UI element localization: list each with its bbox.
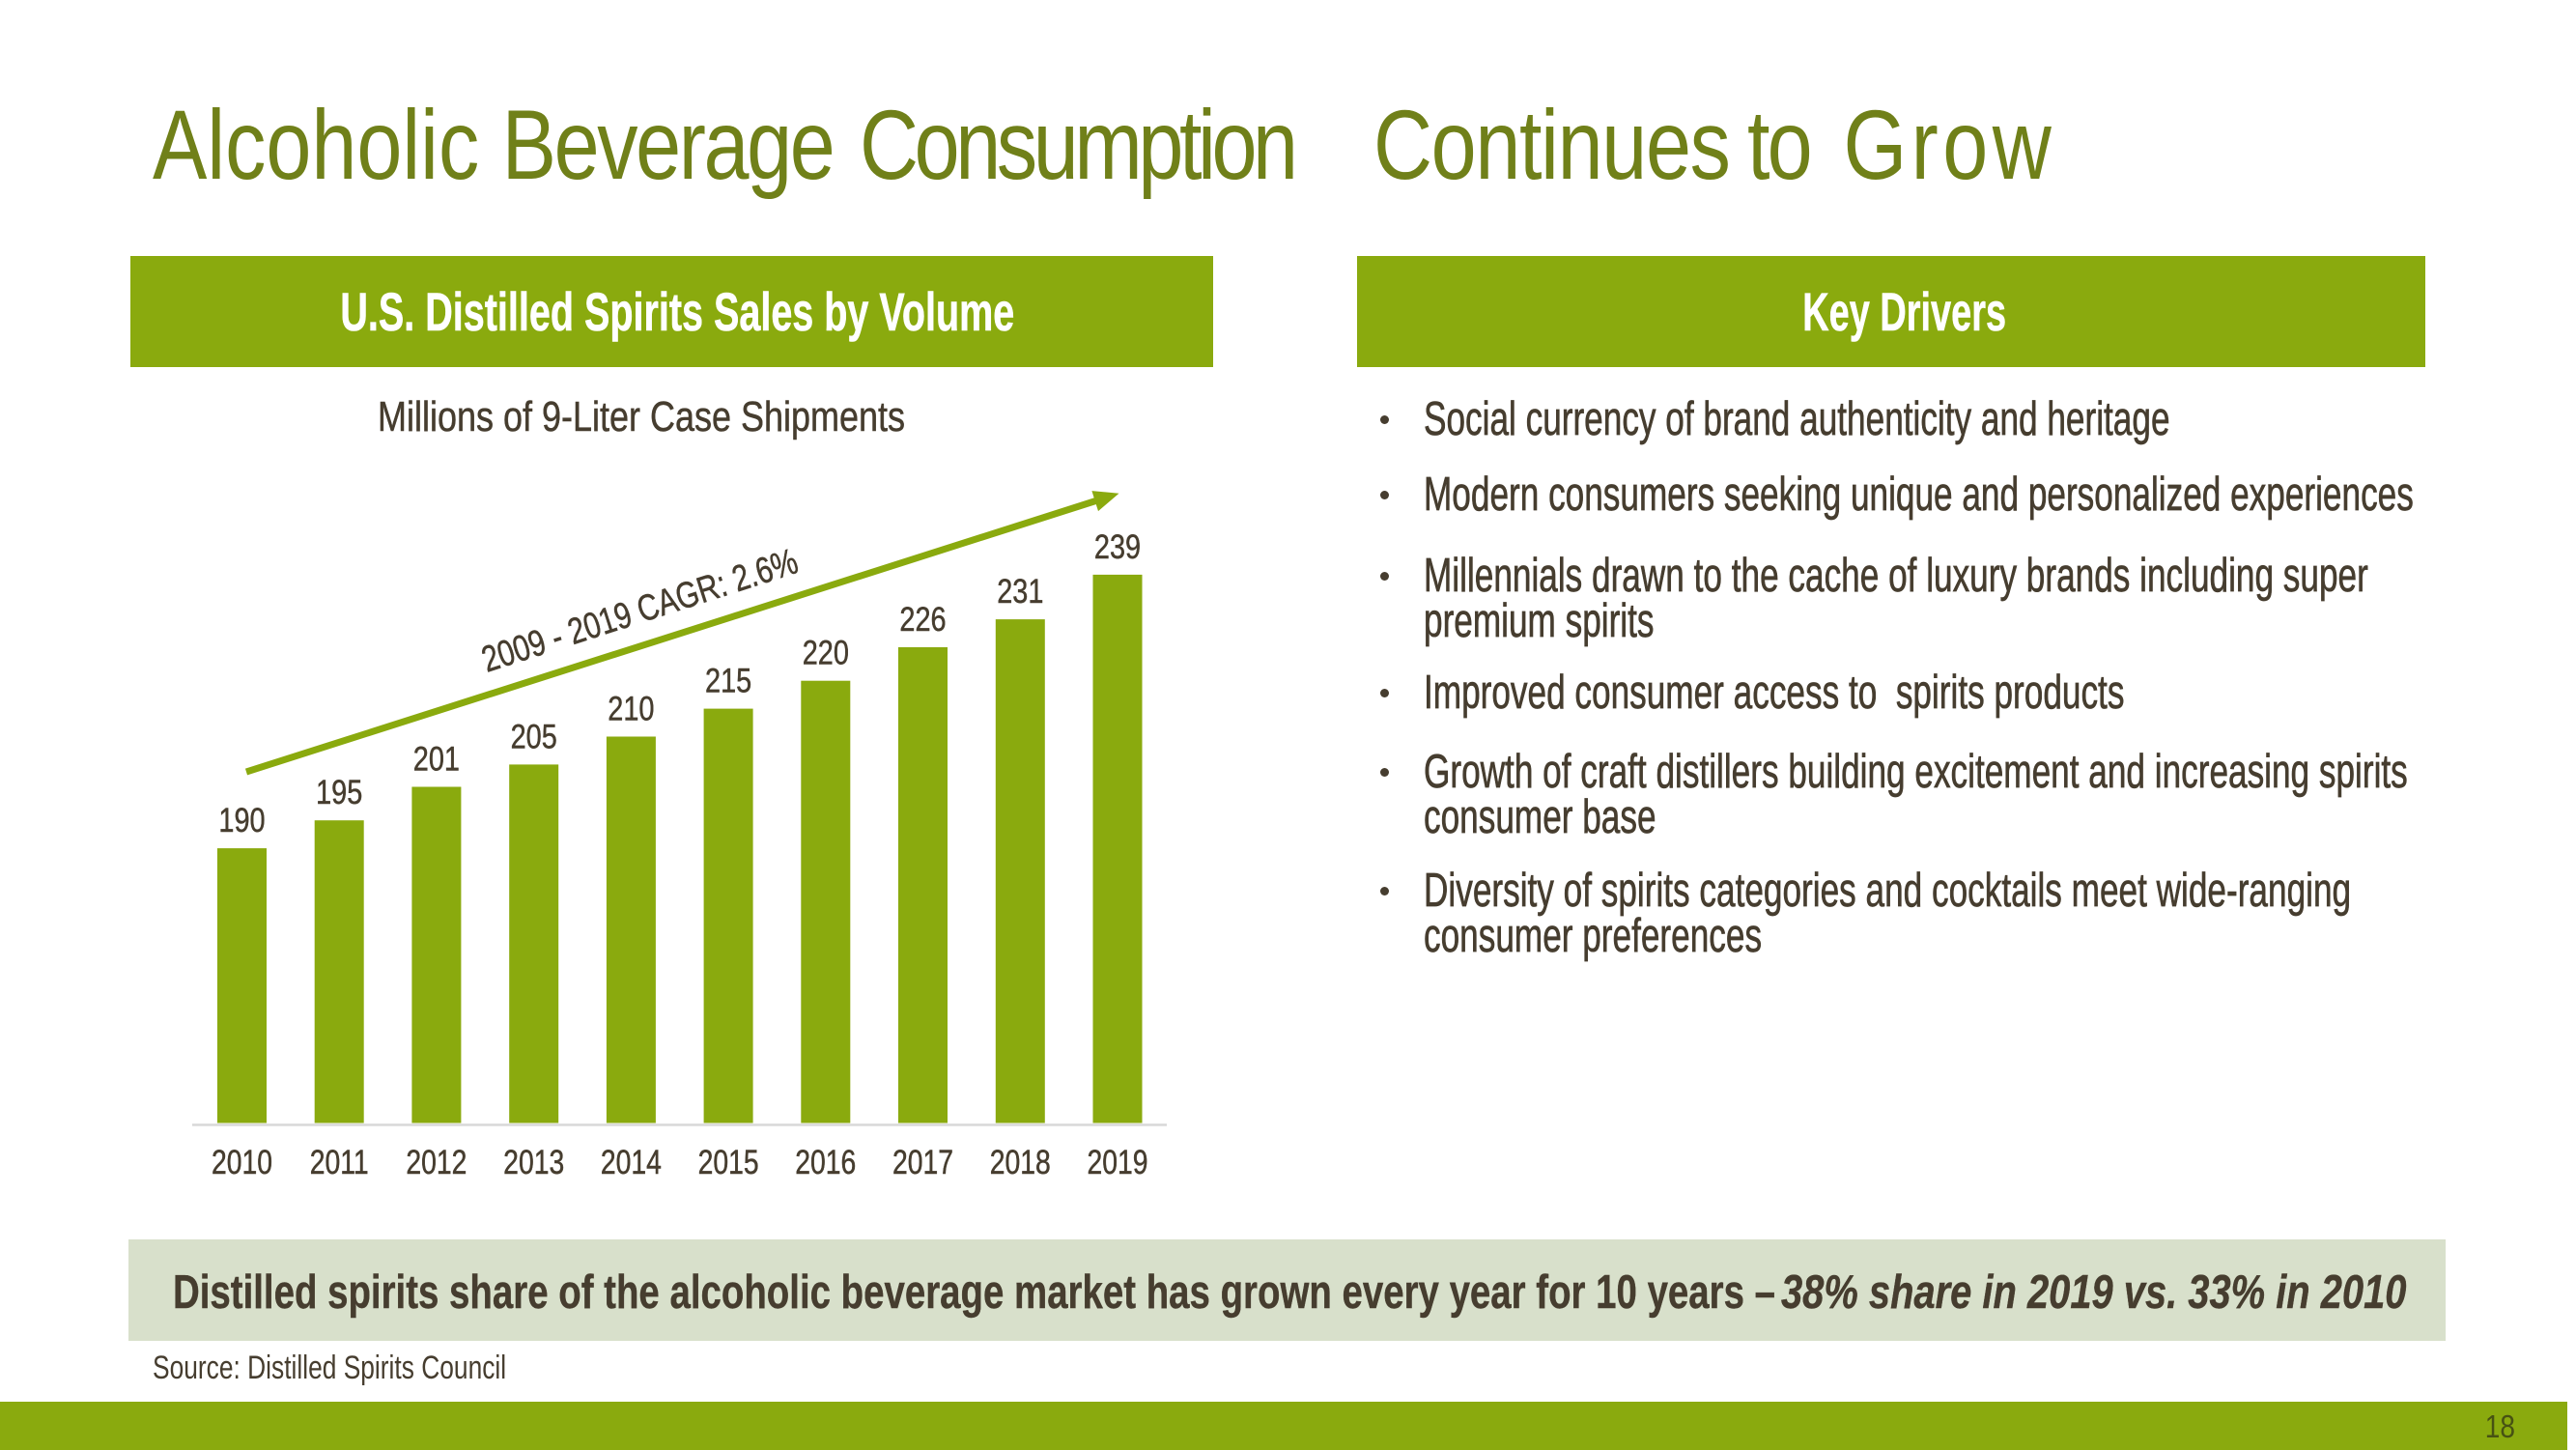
svg-text:2013: 2013 (503, 1143, 564, 1181)
svg-text:239: 239 (1094, 527, 1141, 565)
svg-text:210: 210 (608, 690, 654, 727)
svg-text:2017: 2017 (892, 1143, 953, 1181)
svg-text:201: 201 (413, 740, 460, 778)
svg-text:220: 220 (803, 634, 849, 671)
svg-text:2019: 2019 (1087, 1143, 1147, 1181)
svg-text:2015: 2015 (698, 1143, 759, 1181)
svg-text:2018: 2018 (990, 1143, 1051, 1181)
svg-text:215: 215 (705, 662, 751, 699)
svg-text:Millions of 9-Liter Case Shipm: Millions of 9-Liter Case Shipments (378, 393, 905, 441)
svg-text:190: 190 (218, 801, 265, 839)
svg-text:2012: 2012 (406, 1143, 467, 1181)
svg-text:205: 205 (511, 718, 557, 755)
svg-text:2014: 2014 (601, 1143, 662, 1181)
svg-text:2010: 2010 (212, 1143, 272, 1181)
svg-text:231: 231 (997, 572, 1043, 610)
svg-text:226: 226 (899, 600, 946, 638)
svg-text:195: 195 (316, 774, 362, 811)
svg-text:2011: 2011 (310, 1143, 369, 1181)
svg-text:2016: 2016 (795, 1143, 856, 1181)
